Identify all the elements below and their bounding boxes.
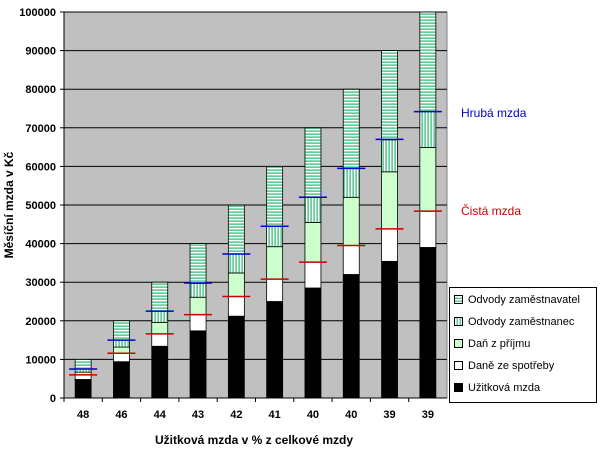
x-tick-label: 39 (422, 409, 434, 421)
legend-swatch (454, 295, 463, 304)
bar-segment-3 (227, 272, 245, 297)
legend-label: Daň z příjmu (468, 338, 531, 350)
y-axis-title: Měsíční mzda v Kč (2, 151, 16, 258)
bar-segment-1 (381, 260, 398, 399)
bar-segment-1 (113, 361, 130, 399)
legend-item: Odvody zaměstnavatel (454, 292, 580, 308)
bar-group (74, 11, 437, 399)
x-tick-label: 44 (154, 409, 167, 421)
bar-segment-4 (151, 310, 169, 323)
legend-swatch (454, 361, 463, 370)
bar-segment-1 (74, 379, 92, 399)
legend-item: Daně ze spotřeby (454, 358, 554, 374)
bar-segment-4 (304, 196, 322, 223)
bar-segment-5 (113, 320, 130, 341)
legend-swatch (454, 317, 463, 326)
bar-segment-5 (381, 50, 398, 141)
x-tick-label: 42 (230, 409, 242, 421)
bar-segment-3 (342, 196, 360, 246)
legend-item: Odvody zaměstnanec (454, 314, 574, 330)
bar-segment-1 (304, 287, 322, 399)
bar-segment-5 (419, 11, 437, 112)
bar-segment-3 (113, 346, 130, 354)
bar-segment-2 (113, 352, 130, 363)
marker-group (69, 110, 442, 376)
bar-segment-5 (342, 88, 360, 169)
bar-segment-1 (266, 301, 284, 399)
x-tick-label: 46 (115, 409, 127, 421)
x-tick-label: 48 (77, 409, 89, 421)
y-tick-label: 60000 (25, 161, 56, 173)
bar-segment-5 (266, 165, 284, 227)
bar-segment-5 (74, 358, 92, 370)
annotation-hruba-mzda: Hrubá mzda (461, 106, 527, 120)
y-tick-label: 10000 (25, 354, 56, 366)
y-tick-label: 40000 (25, 239, 56, 251)
bar-segment-4 (227, 253, 245, 274)
bar-segment-3 (419, 147, 437, 212)
bar-segment-1 (189, 330, 207, 399)
y-tick-label: 90000 (25, 46, 56, 58)
y-tick-label: 100000 (19, 7, 56, 19)
bar-segment-4 (419, 111, 437, 148)
legend: Odvody zaměstnavatel Odvody zaměstnanec Da… (449, 287, 597, 403)
bar-segment-3 (304, 221, 322, 263)
y-tick-label: 50000 (25, 200, 56, 212)
x-tick-label: 40 (307, 409, 319, 421)
y-axis-ticks: 0 10000 20000 30000 40000 50000 60000 70000 8000… (19, 7, 447, 405)
y-tick-label: 20000 (25, 316, 56, 328)
x-axis-ticks: 48 46 44 43 42 41 40 40 39 39 (63, 398, 434, 421)
bar-segment-3 (189, 296, 207, 316)
x-tick-label: 39 (383, 409, 395, 421)
y-tick-label: 80000 (25, 84, 56, 96)
bar-segment-4 (381, 139, 398, 173)
bar-segment-2 (266, 278, 284, 302)
legend-item: Daň z příjmu (454, 336, 530, 352)
y-tick-label: 0 (50, 393, 56, 405)
bar-segment-1 (419, 247, 437, 399)
bar-segment-2 (381, 228, 398, 262)
x-tick-label: 41 (269, 409, 281, 421)
legend-label: Odvody zaměstnavatel (468, 294, 580, 306)
bar-segment-2 (342, 245, 360, 275)
bar-segment-5 (151, 281, 169, 312)
bar-segment-1 (151, 345, 169, 399)
bar-segment-4 (113, 339, 130, 348)
legend-item: Užitková mzda (454, 380, 540, 396)
legend-swatch (454, 383, 463, 392)
x-tick-label: 40 (345, 409, 357, 421)
bar-segment-5 (189, 243, 207, 284)
legend-label: Odvody zaměstnanec (468, 316, 575, 328)
bar-segment-2 (227, 296, 245, 317)
bar-segment-5 (227, 204, 245, 255)
legend-label: Daně ze spotřeby (468, 360, 555, 372)
bar-segment-4 (342, 167, 360, 198)
legend-label: Užitková mzda (468, 382, 541, 394)
bar-segment-4 (266, 225, 284, 248)
bar-segment-1 (227, 315, 245, 399)
bar-segment-4 (189, 282, 207, 298)
bar-segment-3 (381, 171, 398, 230)
y-tick-label: 30000 (25, 277, 56, 289)
annotation-cista-mzda: Čistá mzda (461, 204, 522, 218)
x-axis-title: Užitková mzda v % z celkové mzdy (155, 433, 353, 447)
bar-segment-2 (304, 261, 322, 289)
bar-segment-2 (151, 333, 169, 347)
bar-segment-2 (419, 210, 437, 248)
x-tick-label: 43 (192, 409, 204, 421)
bar-segment-2 (189, 314, 207, 332)
bar-segment-1 (342, 274, 360, 399)
bar-segment-5 (304, 127, 322, 198)
bar-segment-3 (151, 321, 169, 335)
bar-segment-3 (266, 246, 284, 280)
legend-swatch (454, 339, 463, 348)
y-tick-label: 70000 (25, 123, 56, 135)
